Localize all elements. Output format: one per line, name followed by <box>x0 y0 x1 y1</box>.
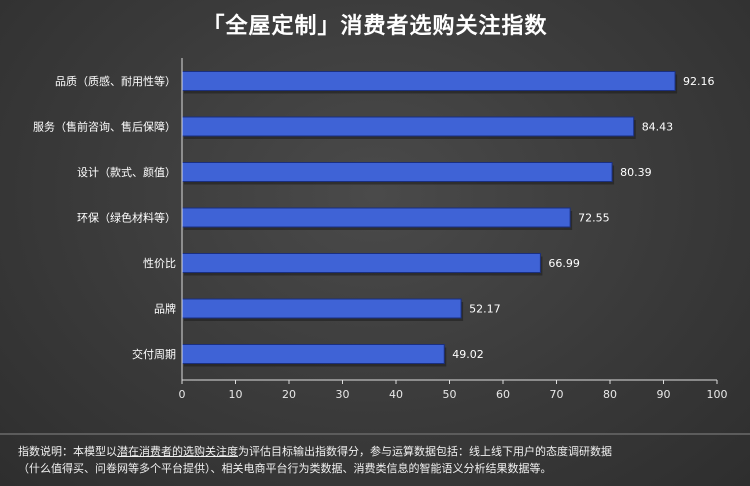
value-label: 72.55 <box>578 212 610 225</box>
x-tick-label: 70 <box>550 388 564 401</box>
footnote: 指数说明：本模型以潜在消费者的选购关注度为评估目标输出指数得分，参与运算数据包括… <box>0 433 750 486</box>
x-tick-label: 20 <box>282 388 296 401</box>
x-tick-label: 10 <box>229 388 243 401</box>
x-tick-label: 80 <box>603 388 617 401</box>
x-tick-label: 90 <box>657 388 671 401</box>
bar-chart: 品质（质感、耐用性等） 92.16 服务（售前咨询、售后保障） 84.43 设计（款式、… <box>33 58 728 401</box>
value-label: 84.43 <box>642 121 674 134</box>
value-label: 52.17 <box>469 303 501 316</box>
value-label: 80.39 <box>620 166 652 179</box>
category-label: 设计（款式、颜值） <box>77 165 176 179</box>
bar-6 <box>181 298 462 319</box>
category-label: 服务（售前咨询、售后保障） <box>33 120 176 134</box>
category-label: 交付周期 <box>132 347 176 361</box>
value-label: 92.16 <box>683 75 715 88</box>
footnote-line-2: （什么值得买、问卷网等多个平台提供）、相关电商平台行为类数据、消费类信息的智能语… <box>18 462 552 475</box>
x-tick-label: 50 <box>443 388 457 401</box>
x-tick-label: 100 <box>707 388 728 401</box>
x-tick-label: 30 <box>336 388 350 401</box>
category-label: 品牌 <box>154 302 176 316</box>
bar-3 <box>181 162 613 182</box>
category-label: 品质（质感、耐用性等） <box>55 74 176 88</box>
x-tick-label: 60 <box>496 388 510 401</box>
value-label: 49.02 <box>452 348 484 361</box>
chart-title: 「全屋定制」消费者选购关注指数 <box>202 14 548 39</box>
category-label: 环保（绿色材料等） <box>77 211 176 225</box>
category-label: 性价比 <box>143 256 176 270</box>
bar-2 <box>181 116 635 137</box>
footnote-suffix: 为评估目标输出指数得分，参与运算数据包括：线上线下用户的态度调研数据 <box>238 445 612 458</box>
value-label: 66.99 <box>548 257 580 270</box>
x-tick-label: 40 <box>389 388 403 401</box>
x-tick-label: 0 <box>179 388 186 401</box>
footnote-highlight: 潜在消费者的选购关注度 <box>117 445 238 458</box>
bar-4 <box>181 207 571 228</box>
bar-7 <box>181 344 445 364</box>
bar-1 <box>181 71 676 91</box>
footnote-line-1: 指数说明：本模型以潜在消费者的选购关注度为评估目标输出指数得分，参与运算数据包括… <box>18 443 740 460</box>
bar-5 <box>181 253 541 273</box>
footnote-prefix: 指数说明：本模型以 <box>18 445 117 458</box>
